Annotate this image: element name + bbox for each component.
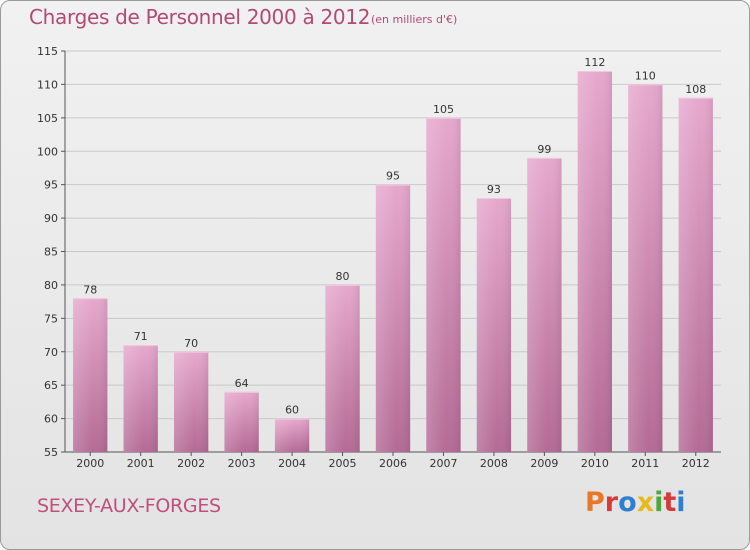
x-tick-label: 2006 — [379, 457, 407, 470]
logo-letter: i — [654, 487, 664, 518]
logo-letter: x — [636, 487, 655, 518]
bar-value-label: 95 — [386, 170, 400, 183]
bar-shade — [628, 84, 663, 453]
bar-shade — [325, 284, 360, 452]
bar-value-label: 108 — [685, 83, 706, 96]
x-tick-label: 2001 — [127, 457, 155, 470]
bar-shade — [527, 157, 562, 452]
x-tick-label: 2004 — [278, 457, 306, 470]
bar-shade — [426, 117, 461, 452]
city-name: SEXEY-AUX-FORGES — [37, 495, 221, 517]
y-tick-label: 115 — [37, 45, 58, 58]
bar-shade — [476, 198, 512, 452]
x-tick-label: 2009 — [530, 457, 558, 470]
y-tick-label: 95 — [44, 179, 58, 192]
x-tick-label: 2008 — [480, 457, 508, 470]
bar-value-label: 99 — [537, 143, 551, 156]
logo-letter: t — [663, 487, 677, 518]
bar-value-label: 60 — [285, 404, 299, 417]
x-tick-label: 2011 — [631, 457, 659, 470]
y-tick-label: 70 — [44, 346, 58, 359]
x-tick-label: 2005 — [329, 457, 357, 470]
y-tick-label: 105 — [37, 112, 58, 125]
chart-title: Charges de Personnel 2000 à 2012 — [29, 5, 371, 29]
y-tick-label: 80 — [44, 279, 58, 292]
logo-letter: P — [585, 487, 605, 518]
y-tick-label: 85 — [44, 246, 58, 259]
y-tick-label: 100 — [37, 145, 58, 158]
x-tick-label: 2003 — [228, 457, 256, 470]
y-tick-label: 60 — [44, 413, 58, 426]
x-tick-label: 2002 — [177, 457, 205, 470]
bar-shade — [274, 418, 310, 452]
y-tick-label: 90 — [44, 212, 58, 225]
chart-unit: (en milliers d'€) — [371, 13, 458, 26]
bar-value-label: 105 — [433, 103, 454, 116]
logo-letter: o — [618, 487, 637, 518]
logo-letter: r — [604, 487, 619, 518]
x-tick-label: 2007 — [429, 457, 457, 470]
y-tick-label: 75 — [44, 312, 58, 325]
bar-value-label: 110 — [635, 69, 656, 82]
y-tick-label: 110 — [37, 78, 58, 91]
bar-value-label: 71 — [134, 330, 148, 343]
x-tick-label: 2010 — [581, 457, 609, 470]
bar-value-label: 78 — [83, 283, 97, 296]
bar-shade — [577, 71, 613, 453]
bar-shade — [375, 184, 411, 452]
bar-shade — [678, 97, 713, 453]
bar-shade — [73, 298, 108, 452]
bar-value-label: 93 — [487, 183, 501, 196]
x-tick-label: 2000 — [76, 457, 104, 470]
bar-value-label: 112 — [584, 56, 605, 69]
y-tick-label: 65 — [44, 379, 58, 392]
y-tick-label: 55 — [44, 446, 58, 459]
bar-value-label: 64 — [235, 377, 249, 390]
bar-value-label: 80 — [336, 270, 350, 283]
x-tick-label: 2012 — [682, 457, 710, 470]
logo-letter: i — [676, 487, 686, 518]
proxiti-logo: Proxiti — [585, 487, 686, 518]
bar-shade — [224, 391, 259, 452]
bar-value-label: 70 — [184, 337, 198, 350]
bar-shade — [123, 345, 158, 452]
bar-shade — [173, 351, 209, 452]
